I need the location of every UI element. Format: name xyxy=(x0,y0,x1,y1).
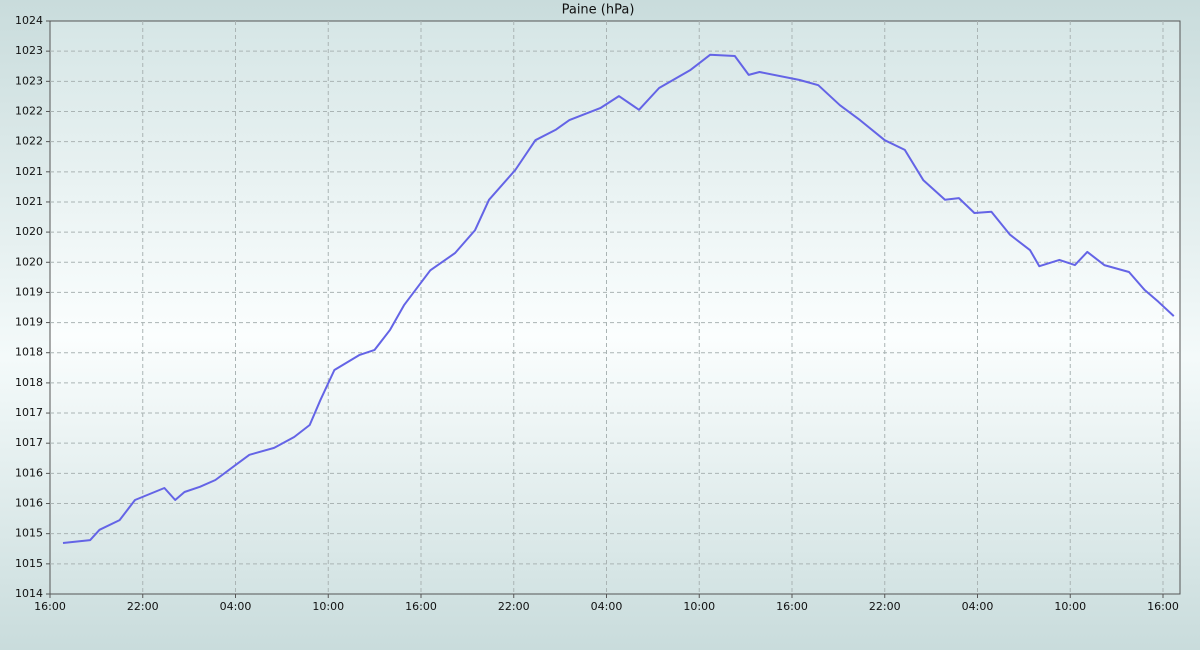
y-tick-label: 1018 xyxy=(15,346,43,359)
data-line xyxy=(62,53,1175,544)
x-tick-label: 16:00 xyxy=(34,600,66,613)
x-tick-label: 16:00 xyxy=(1147,600,1179,613)
x-tick-label: 10:00 xyxy=(683,600,715,613)
x-tick-label: 04:00 xyxy=(220,600,252,613)
y-tick-label: 1020 xyxy=(15,225,43,238)
x-tick-label: 16:00 xyxy=(776,600,808,613)
x-tick-label: 10:00 xyxy=(1054,600,1086,613)
y-tick-label: 1021 xyxy=(15,195,43,208)
y-tick-label: 1023 xyxy=(15,74,43,87)
x-tick-label: 04:00 xyxy=(962,600,994,613)
y-tick-label: 1021 xyxy=(15,165,43,178)
y-tick-label: 1017 xyxy=(15,406,43,419)
y-tick-label: 1024 xyxy=(15,14,43,27)
y-tick-label: 1016 xyxy=(15,497,43,510)
x-tick-label: 16:00 xyxy=(405,600,437,613)
x-tick-label: 22:00 xyxy=(127,600,159,613)
x-tick-label: 04:00 xyxy=(591,600,623,613)
y-tick-label: 1019 xyxy=(15,285,43,298)
y-tick-label: 1014 xyxy=(15,587,43,600)
y-tick-label: 1016 xyxy=(15,466,43,479)
y-tick-label: 1018 xyxy=(15,376,43,389)
y-tick-label: 1020 xyxy=(15,255,43,268)
x-tick-label: 22:00 xyxy=(869,600,901,613)
x-tick-label: 10:00 xyxy=(312,600,344,613)
y-tick-label: 1017 xyxy=(15,436,43,449)
y-tick-label: 1023 xyxy=(15,44,43,57)
y-tick-label: 1019 xyxy=(15,316,43,329)
y-tick-label: 1015 xyxy=(15,557,43,570)
plot-area xyxy=(49,20,1181,595)
y-tick-label: 1022 xyxy=(15,104,43,117)
chart-title: Paine (hPa) xyxy=(562,3,635,18)
x-tick-label: 22:00 xyxy=(498,600,530,613)
y-tick-label: 1022 xyxy=(15,135,43,148)
y-tick-label: 1015 xyxy=(15,527,43,540)
